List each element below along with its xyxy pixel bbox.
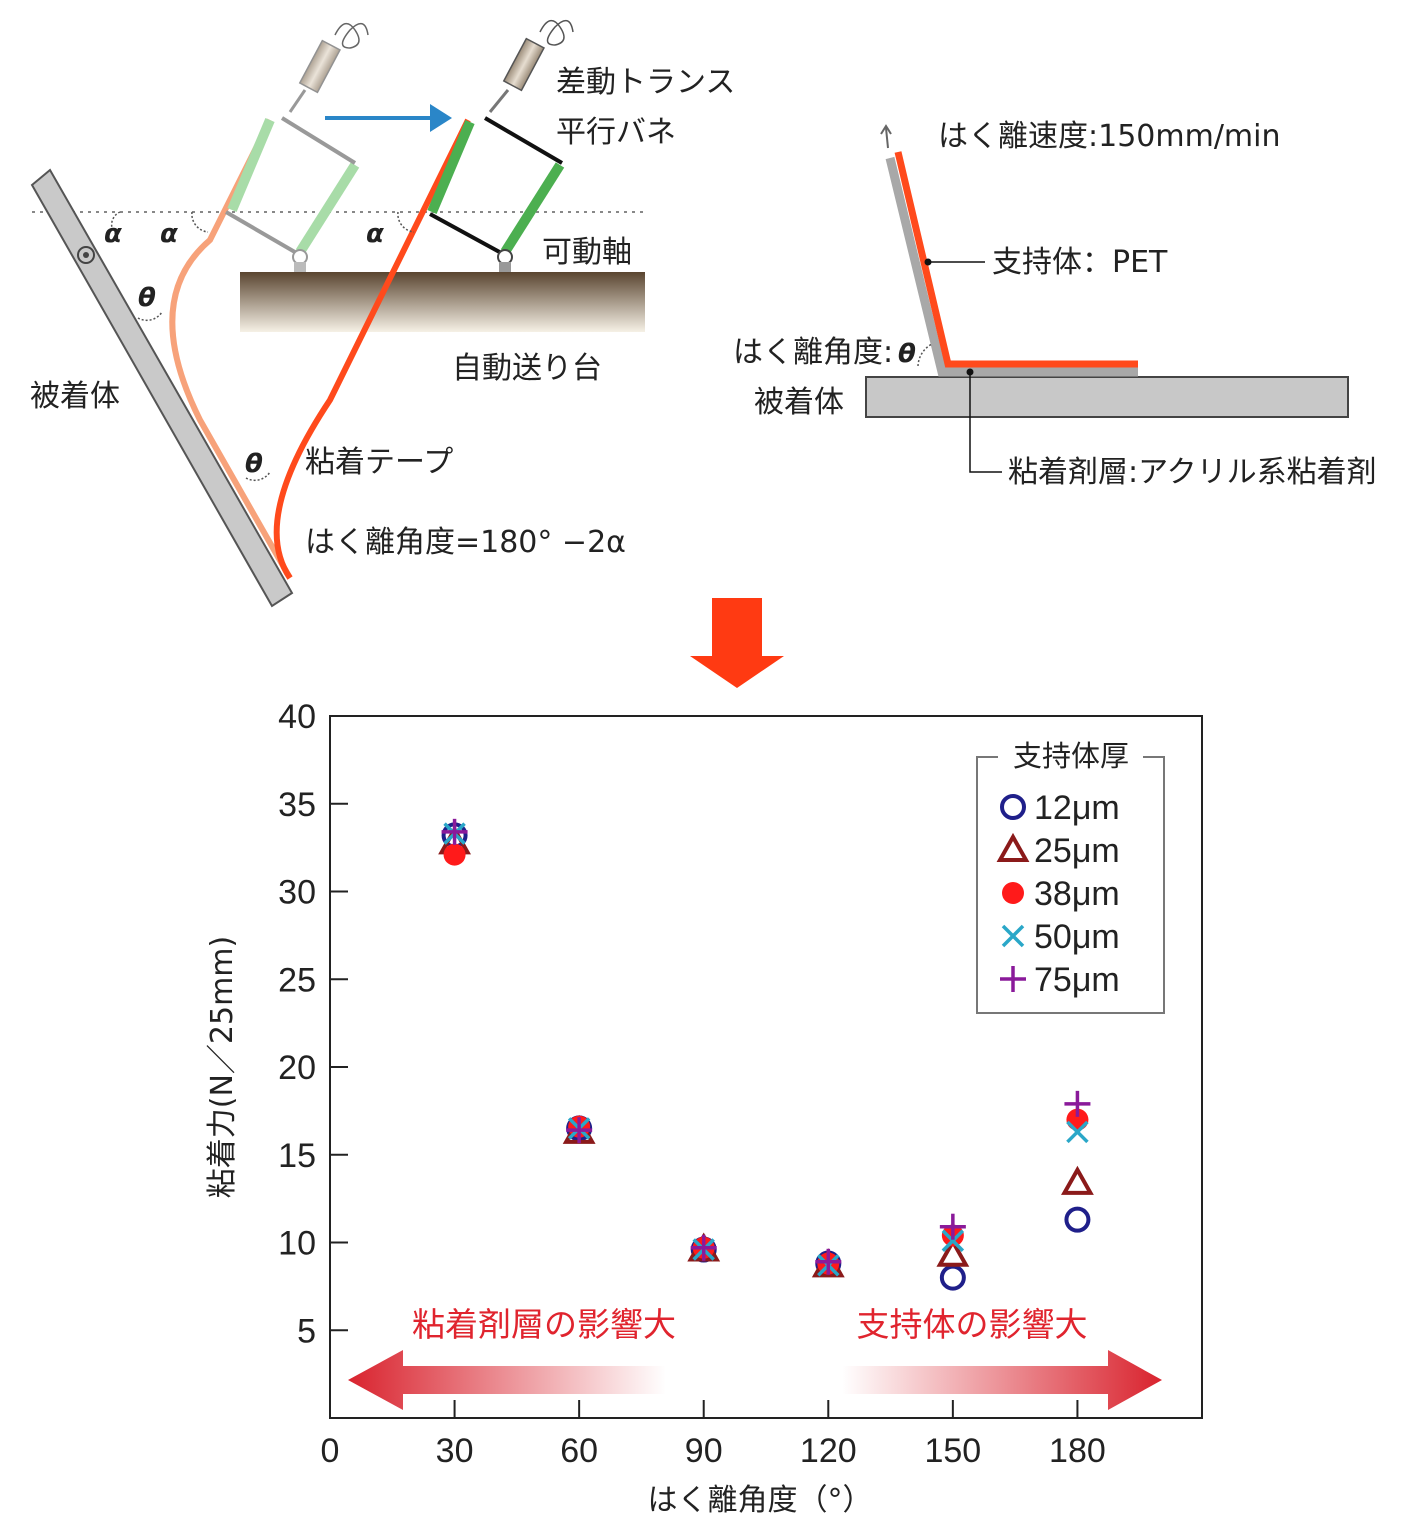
data-point — [1066, 1120, 1089, 1144]
alpha-label-3: α — [366, 219, 384, 249]
legend-entry: 12μm — [1034, 789, 1120, 827]
right-influence-arrow — [842, 1350, 1162, 1410]
adherend-label-left: 被着体 — [30, 379, 120, 414]
legend-marker — [1001, 924, 1025, 948]
legend-marker — [996, 832, 1030, 862]
legend: 支持体厚 12μm 25μm 38μm 50μm 75μm — [976, 739, 1165, 1014]
auto-feed-table — [240, 272, 645, 332]
data-point — [1064, 1090, 1091, 1117]
legend-entry: 25μm — [1034, 832, 1120, 870]
x-tick-label: 0 — [321, 1432, 340, 1470]
data-point — [936, 1237, 970, 1267]
y-tick-label: 30 — [278, 874, 316, 912]
axis-ticks — [330, 715, 1079, 1418]
x-tick-label: 150 — [924, 1432, 981, 1470]
left-influence-arrow — [348, 1350, 666, 1410]
x-tick-label: 30 — [436, 1432, 474, 1470]
tape-before — [169, 118, 293, 580]
legend-marker — [1002, 882, 1024, 904]
x-tick-label: 120 — [800, 1432, 857, 1470]
y-tick-label: 40 — [278, 698, 316, 736]
peel-angle-formula: はく離角度=180° −2α — [305, 525, 626, 560]
adhesive-tape-label: 粘着テープ — [305, 445, 453, 480]
legend-entry: 50μm — [1034, 918, 1120, 956]
differential-transformer-label: 差動トランス — [556, 65, 735, 100]
data-point — [939, 1264, 966, 1291]
x-tick-label: 60 — [560, 1432, 598, 1470]
x-tick-label: 90 — [685, 1432, 723, 1470]
data-point — [815, 1248, 842, 1275]
tape-after — [273, 118, 471, 580]
y-tick-label: 25 — [278, 961, 316, 999]
data-point — [1061, 1165, 1094, 1195]
adherend-label-right: 被着体 — [754, 385, 844, 420]
x-axis-label: はく離角度（°） — [648, 1483, 873, 1518]
right-influence-label: 支持体の影響大 — [857, 1305, 1088, 1344]
legend-entry: 38μm — [1034, 875, 1120, 913]
data-points — [438, 818, 1094, 1291]
data-point — [443, 843, 466, 866]
alpha-label-1: α — [104, 219, 122, 249]
data-point — [690, 1234, 717, 1261]
adhesive-layer-label: 粘着剤層:アクリル系粘着剤 — [1008, 455, 1377, 490]
y-tick-label: 15 — [278, 1137, 316, 1175]
x-tick-labels: 0 30 60 90 120 150 180 — [321, 1432, 1106, 1470]
support-label: 支持体：PET — [992, 245, 1168, 280]
auto-feed-table-label: 自動送り台 — [452, 351, 602, 386]
peel-speed-label: はく離速度:150mm/min — [938, 119, 1281, 154]
data-point — [566, 1117, 593, 1144]
peel-angle-theta: θ — [898, 339, 916, 369]
flow-down-arrow — [690, 598, 784, 688]
legend-title: 支持体厚 — [1013, 739, 1129, 773]
peel-angle-label: はく離角度: — [733, 335, 893, 370]
adhesion-chart: 5 10 15 20 25 30 35 40 0 30 60 90 120 150 180 粘着剤層の影響… — [205, 698, 1203, 1518]
peel-geometry-diagram: はく離速度:150mm/min 支持体：PET はく離角度: θ 被着体 粘着剤… — [733, 119, 1377, 490]
y-axis-label: 粘着力(N／25mm) — [205, 936, 240, 1198]
theta-label-2: θ — [245, 449, 263, 479]
y-tick-labels: 5 10 15 20 25 30 35 40 — [278, 698, 316, 1350]
legend-entry: 75μm — [1034, 961, 1120, 999]
y-tick-label: 10 — [278, 1225, 316, 1263]
left-influence-label: 粘着剤層の影響大 — [412, 1305, 676, 1344]
y-tick-label: 5 — [297, 1312, 316, 1350]
movable-axis-label: 可動軸 — [542, 235, 632, 270]
peeled-tape — [894, 151, 1138, 368]
theta-label-1: θ — [138, 283, 156, 313]
data-point — [441, 818, 468, 845]
x-tick-label: 180 — [1049, 1432, 1106, 1470]
data-point — [939, 1213, 966, 1240]
peel-test-diagram: α α α θ θ 差動トランス 平行バネ 可動軸 自動送り台 被着体 粘着テー… — [30, 19, 735, 608]
y-tick-label: 35 — [278, 786, 316, 824]
data-point — [941, 1229, 965, 1252]
y-tick-label: 20 — [278, 1049, 316, 1087]
parallel-spring-label: 平行バネ — [556, 115, 676, 150]
legend-marker — [1000, 794, 1026, 820]
alpha-label-2: α — [160, 219, 178, 249]
data-point — [1064, 1206, 1091, 1233]
adherend-plate — [30, 168, 294, 608]
adherend-block — [865, 376, 1349, 418]
legend-marker — [1000, 966, 1026, 992]
